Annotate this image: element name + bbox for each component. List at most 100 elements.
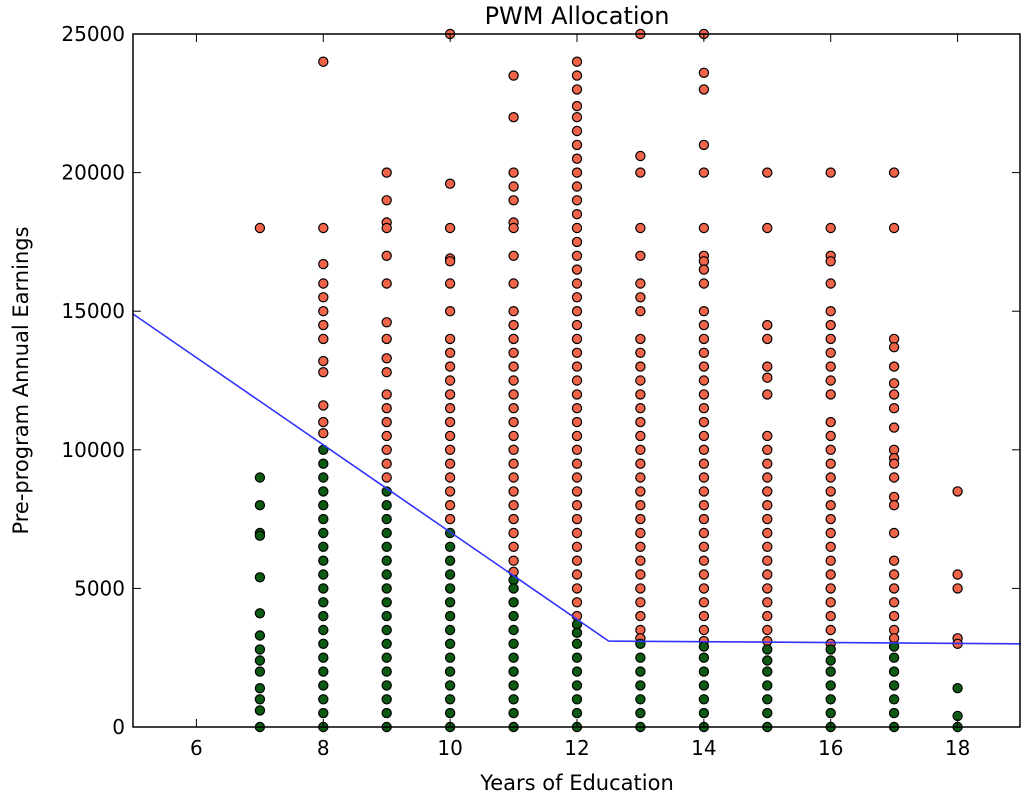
point-above <box>444 403 456 414</box>
point-below <box>508 597 519 608</box>
x-tick-label: 8 <box>317 736 330 760</box>
point-above <box>444 472 456 483</box>
point-above <box>444 375 456 386</box>
point-below <box>381 583 392 594</box>
y-tick-label: 15000 <box>61 299 125 323</box>
point-below <box>254 705 266 716</box>
point-above <box>508 278 519 289</box>
point-above <box>698 458 710 469</box>
point-above <box>508 472 519 483</box>
point-below <box>571 627 583 639</box>
point-below <box>635 707 646 719</box>
point-below <box>762 694 773 705</box>
point-below <box>825 694 836 705</box>
point-above <box>318 222 329 234</box>
point-below <box>381 680 392 691</box>
point-above <box>698 222 710 234</box>
point-above <box>762 624 773 636</box>
point-below <box>381 500 392 511</box>
point-below <box>381 555 392 566</box>
point-below <box>571 707 583 719</box>
point-below <box>888 652 900 663</box>
point-above <box>571 458 583 469</box>
point-above <box>571 375 583 386</box>
point-above <box>825 624 836 636</box>
point-below <box>381 527 392 539</box>
point-below <box>762 644 773 655</box>
point-below <box>318 694 329 705</box>
point-above <box>571 222 583 234</box>
point-above <box>571 181 583 192</box>
point-above <box>635 555 646 566</box>
point-above <box>508 333 519 345</box>
point-below <box>318 707 329 719</box>
point-above <box>571 361 583 372</box>
point-above <box>698 278 710 289</box>
point-above <box>318 278 329 289</box>
point-above <box>825 472 836 483</box>
point-below <box>825 655 836 666</box>
point-below <box>318 541 329 553</box>
point-above <box>571 500 583 511</box>
point-above <box>698 444 710 455</box>
point-below <box>888 641 900 652</box>
point-above <box>635 292 646 303</box>
point-above <box>571 527 583 539</box>
point-above <box>698 306 710 317</box>
point-above <box>762 569 773 580</box>
point-above <box>635 347 646 358</box>
point-below <box>508 680 519 691</box>
point-above <box>318 333 329 345</box>
point-below <box>508 624 519 636</box>
point-above <box>635 167 646 178</box>
point-above <box>508 70 519 81</box>
point-above <box>508 430 519 442</box>
x-tick-label: 18 <box>945 736 970 760</box>
point-above <box>698 84 710 95</box>
point-below <box>318 624 329 636</box>
chart-title: PWM Allocation <box>485 2 670 30</box>
point-above <box>318 355 329 367</box>
axes-layer: 6 8 10 12 14 16 18 0 5000 10000 15000 20000 25000 <box>61 22 1021 760</box>
point-below <box>762 666 773 677</box>
point-below <box>381 624 392 636</box>
point-above <box>888 403 900 414</box>
point-below <box>444 541 456 553</box>
point-above <box>318 292 329 303</box>
point-above <box>571 513 583 525</box>
point-above <box>698 583 710 594</box>
point-below <box>508 694 519 705</box>
point-below <box>381 707 392 719</box>
point-above <box>635 306 646 317</box>
point-below <box>318 666 329 677</box>
point-below <box>254 500 266 511</box>
point-above <box>318 56 329 67</box>
point-above <box>888 389 900 400</box>
point-below <box>381 569 392 580</box>
point-below <box>318 638 329 650</box>
point-above <box>318 258 329 270</box>
point-below <box>318 458 329 469</box>
point-above <box>381 403 392 414</box>
x-tick-label: 14 <box>691 736 716 760</box>
point-below <box>318 555 329 566</box>
point-below <box>698 641 710 652</box>
point-above <box>635 333 646 345</box>
point-above <box>825 527 836 539</box>
point-above <box>318 306 329 317</box>
point-above <box>698 403 710 414</box>
point-below <box>254 630 266 641</box>
point-below <box>318 527 329 539</box>
point-above <box>381 317 392 328</box>
point-above <box>571 139 583 151</box>
point-above <box>508 347 519 358</box>
point-below <box>318 610 329 622</box>
point-below <box>318 597 329 608</box>
point-above <box>444 444 456 455</box>
point-below <box>381 513 392 525</box>
point-below <box>318 486 329 497</box>
point-above <box>508 250 519 261</box>
point-below <box>825 680 836 691</box>
point-above <box>571 292 583 303</box>
